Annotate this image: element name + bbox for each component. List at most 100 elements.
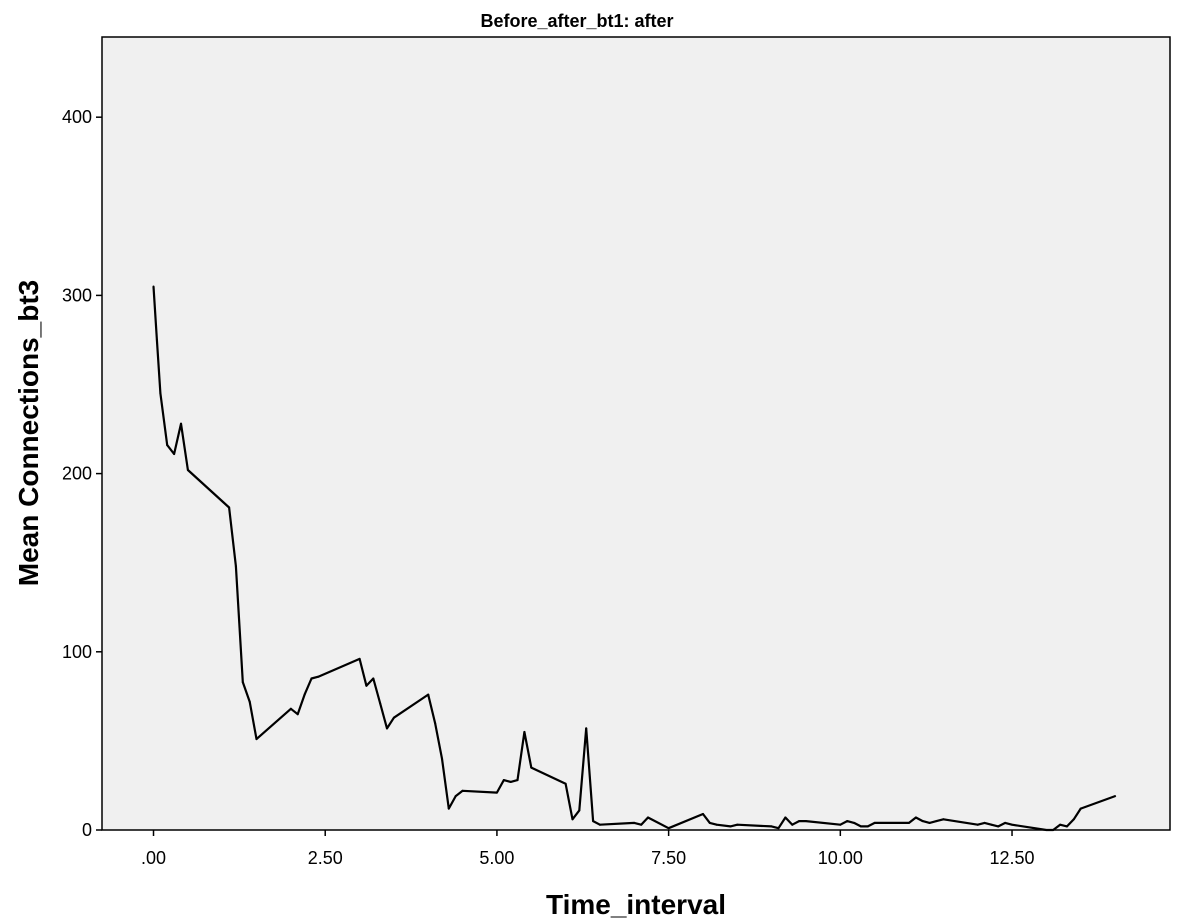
data-point [784,816,787,819]
x-tick-label: 10.00 [818,848,863,868]
data-point [729,825,732,828]
data-point [990,823,993,826]
data-point [447,807,450,810]
data-point [914,816,917,819]
data-point [853,821,856,824]
data-point [461,789,464,792]
plot-area [101,36,1171,831]
data-point [640,823,643,826]
x-axis: .00 2.50 5.00 7.50 10.00 12.50 [141,830,1035,868]
data-point [155,338,158,341]
data-point [983,821,986,824]
data-point [564,782,567,785]
data-point [509,780,512,783]
y-tick-label: 200 [62,464,92,484]
data-point [935,820,938,823]
data-point [1045,829,1048,831]
x-tick-label: 5.00 [479,848,514,868]
data-point [248,700,251,703]
x-tick-label: 7.50 [651,848,686,868]
data-point [667,827,670,830]
data-point [159,392,162,395]
data-point [502,779,505,782]
data-point [166,444,169,447]
data-point [839,823,842,826]
data-point [791,823,794,826]
data-point [495,791,498,794]
data-point [592,820,595,823]
y-tick-label: 100 [62,642,92,662]
data-point [386,727,388,730]
data-point [866,825,869,828]
data-point [1011,823,1013,826]
data-point [523,731,526,733]
data-point [180,422,182,425]
data-point [997,825,1000,828]
data-point [585,727,588,730]
data-point [289,707,292,710]
data-point [702,813,704,815]
data-point [859,825,862,828]
data-point [234,565,237,568]
data-point [427,693,430,696]
data-point [186,469,189,471]
data-point [1052,829,1055,831]
chart-title: Before_after_bt1: after [480,11,673,31]
data-point [736,823,739,826]
data-point [1079,807,1082,810]
data-point [633,821,636,824]
y-axis: 0 100 200 300 400 [62,107,102,840]
data-point [571,818,574,821]
y-tick-label: 400 [62,107,92,127]
y-tick-label: 0 [82,820,92,840]
data-point [708,821,711,824]
data-point [372,677,375,680]
data-point [358,657,361,660]
data-point [255,738,258,741]
data-point [454,795,457,798]
data-point [846,820,849,823]
data-point [379,702,382,705]
data-point [152,285,155,288]
data-point [578,809,581,812]
data-point [228,506,231,509]
data-point [317,675,320,678]
data-point [516,779,519,782]
x-tick-label: 12.50 [990,848,1035,868]
data-point [441,757,443,760]
data-point [173,453,176,455]
x-tick-label: 2.50 [308,848,343,868]
data-point [873,821,876,824]
data-point [805,820,807,823]
data-point [798,820,801,823]
data-point [1114,795,1117,798]
data-point [1072,818,1075,821]
data-point [392,716,395,719]
data-point [296,713,299,716]
y-tick-label: 300 [62,285,92,305]
data-point [241,681,244,684]
data-point [942,818,945,821]
data-point [303,693,306,696]
data-point [310,677,313,680]
data-point [365,684,368,687]
data-point [598,823,601,826]
data-point [908,821,910,824]
x-axis-title: Time_interval [546,889,726,919]
data-point [976,823,979,826]
data-point [434,722,437,725]
data-points [152,285,1117,831]
y-axis-title: Mean Connections_bt3 [13,280,44,586]
data-point [921,820,924,823]
data-point [1059,823,1062,826]
data-point [928,821,931,824]
data-point [715,823,718,826]
data-point [530,766,533,769]
data-point [777,827,780,830]
x-tick-label: .00 [141,848,166,868]
data-point [647,816,649,819]
data-point [1004,821,1007,824]
data-point [770,825,773,828]
data-point [1066,825,1068,828]
